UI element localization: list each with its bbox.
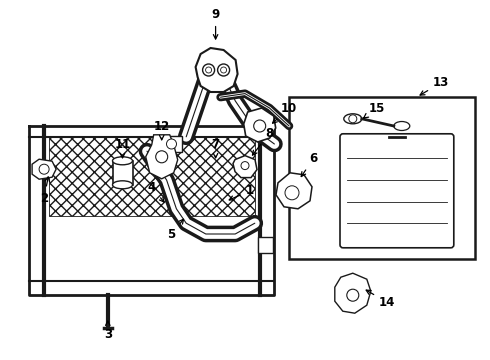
Text: 2: 2	[40, 177, 49, 204]
Text: 11: 11	[114, 138, 131, 158]
Text: 10: 10	[272, 102, 297, 123]
Circle shape	[254, 120, 266, 132]
Polygon shape	[196, 48, 238, 92]
Text: 5: 5	[168, 219, 184, 240]
Circle shape	[241, 162, 249, 170]
Circle shape	[206, 67, 212, 73]
Bar	[162, 136, 181, 152]
Bar	[258, 237, 273, 253]
Text: 9: 9	[212, 8, 220, 39]
Circle shape	[167, 139, 176, 149]
Ellipse shape	[113, 157, 132, 165]
Circle shape	[156, 151, 168, 163]
Polygon shape	[29, 126, 274, 295]
Polygon shape	[233, 156, 257, 177]
Circle shape	[349, 115, 357, 123]
Ellipse shape	[394, 122, 410, 130]
Circle shape	[347, 289, 359, 301]
Ellipse shape	[113, 181, 132, 189]
Bar	[49, 137, 255, 216]
Polygon shape	[335, 273, 371, 313]
Circle shape	[218, 64, 230, 76]
Polygon shape	[276, 173, 312, 209]
Text: 1: 1	[229, 184, 254, 200]
Text: 4: 4	[148, 181, 164, 202]
Bar	[289, 97, 475, 259]
Polygon shape	[244, 108, 276, 142]
Ellipse shape	[344, 114, 362, 124]
Text: 13: 13	[420, 76, 449, 95]
FancyBboxPatch shape	[340, 134, 454, 248]
Circle shape	[202, 64, 215, 76]
Text: 12: 12	[153, 120, 170, 140]
Text: 15: 15	[364, 102, 386, 118]
Text: 14: 14	[366, 290, 395, 309]
Circle shape	[39, 164, 49, 174]
Text: 3: 3	[104, 321, 112, 341]
Polygon shape	[32, 159, 56, 179]
Bar	[113, 161, 132, 185]
Text: 6: 6	[301, 152, 318, 176]
Text: 7: 7	[212, 138, 220, 158]
Circle shape	[220, 67, 226, 73]
Circle shape	[285, 186, 299, 200]
Text: 8: 8	[252, 127, 273, 155]
Polygon shape	[146, 135, 178, 179]
